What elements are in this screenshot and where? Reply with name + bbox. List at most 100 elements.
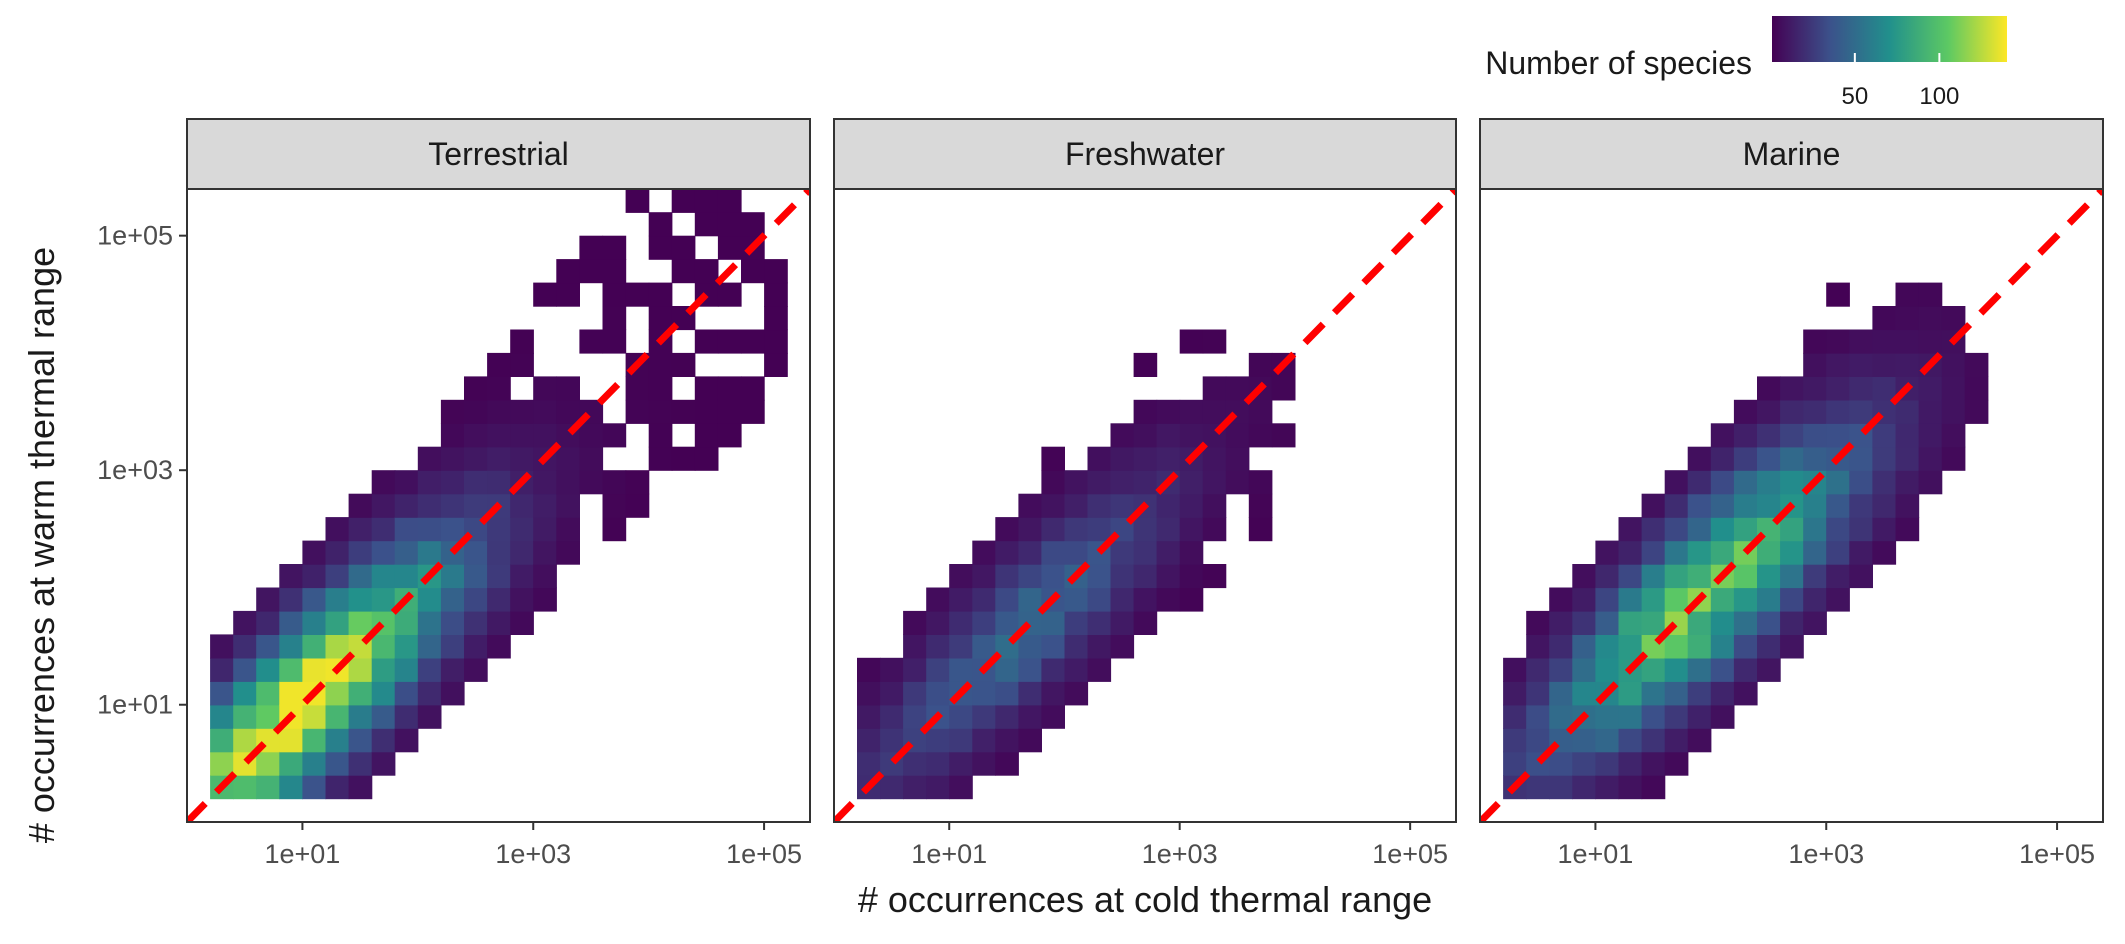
heatmap-tile bbox=[1641, 540, 1666, 565]
heatmap-tile bbox=[464, 540, 488, 565]
heatmap-tile bbox=[1503, 657, 1527, 682]
heatmap-tile bbox=[694, 399, 719, 424]
heatmap-tile bbox=[1780, 446, 1804, 471]
heatmap-tile bbox=[1041, 493, 1065, 518]
heatmap-tile bbox=[1549, 704, 1573, 729]
heatmap-tile bbox=[1849, 446, 1873, 471]
heatmap-tile bbox=[1872, 423, 1897, 448]
heatmap-tile bbox=[464, 399, 488, 424]
heatmap-tile bbox=[1087, 587, 1112, 612]
heatmap-tile bbox=[1041, 657, 1065, 682]
heatmap-tile bbox=[302, 540, 327, 565]
facet-strip-label: Marine bbox=[1743, 136, 1841, 172]
heatmap-tile bbox=[1641, 493, 1666, 518]
heatmap-tile bbox=[1733, 493, 1758, 518]
heatmap-tile bbox=[1018, 634, 1042, 659]
heatmap-tile bbox=[279, 751, 303, 776]
heatmap-tile bbox=[533, 376, 557, 401]
heatmap-tile bbox=[602, 493, 627, 518]
heatmap-tile bbox=[648, 306, 673, 331]
heatmap-tile bbox=[857, 704, 881, 729]
heatmap-tile bbox=[533, 587, 557, 612]
heatmap-tile bbox=[741, 399, 765, 424]
heatmap-tile bbox=[487, 376, 511, 401]
facet-panel-marine: Marine 1e+01 1e+03 1e+05 bbox=[1479, 118, 2104, 869]
heatmap-tile bbox=[903, 681, 927, 706]
heatmap-tile bbox=[972, 751, 996, 776]
heatmap-tile bbox=[903, 634, 927, 659]
heatmap-tile bbox=[348, 728, 373, 753]
heatmap-tile bbox=[1803, 587, 1827, 612]
heatmap-tile bbox=[1041, 681, 1065, 706]
heatmap-tile bbox=[1710, 423, 1735, 448]
heatmap-tile bbox=[1503, 681, 1527, 706]
heatmap-tile bbox=[694, 423, 719, 448]
heatmap-tile bbox=[1826, 470, 1850, 495]
heatmap-tile bbox=[233, 657, 257, 682]
heatmap-tile bbox=[1526, 681, 1550, 706]
heatmap-tile bbox=[1964, 352, 1989, 377]
heatmap-tile bbox=[926, 657, 950, 682]
heatmap-tile bbox=[1248, 399, 1273, 424]
heatmap-tile bbox=[972, 704, 996, 729]
facet-strip-label: Terrestrial bbox=[428, 136, 568, 172]
heatmap-tile bbox=[1941, 399, 1966, 424]
heatmap-tile bbox=[1087, 564, 1112, 589]
heatmap-tile bbox=[602, 235, 627, 260]
heatmap-tile bbox=[602, 282, 627, 307]
heatmap-tile bbox=[1733, 564, 1758, 589]
heatmap-tile bbox=[556, 540, 580, 565]
heatmap-tile bbox=[1087, 610, 1112, 635]
heatmap-tile bbox=[1041, 470, 1065, 495]
heatmap-tile bbox=[1664, 564, 1689, 589]
heatmap-tile bbox=[1849, 540, 1873, 565]
heatmap-tile bbox=[533, 399, 557, 424]
heatmap-tile bbox=[348, 751, 373, 776]
heatmap-tile bbox=[1526, 657, 1550, 682]
heatmap-tile bbox=[348, 610, 373, 635]
heatmap-tile bbox=[1710, 517, 1735, 542]
heatmap-tile bbox=[694, 259, 719, 284]
heatmap-tile bbox=[464, 657, 488, 682]
heatmap-tile bbox=[233, 610, 257, 635]
heatmap-tile bbox=[671, 399, 696, 424]
panel-border bbox=[833, 188, 1457, 823]
heatmap-tile bbox=[1733, 610, 1758, 635]
heatmap-tile bbox=[371, 751, 396, 776]
heatmap-tile bbox=[487, 610, 511, 635]
heatmap-tile bbox=[417, 587, 442, 612]
heatmap-tile bbox=[394, 470, 419, 495]
heatmap-tile bbox=[1041, 446, 1065, 471]
heatmap-tile bbox=[1572, 775, 1596, 800]
heatmap-tile bbox=[1964, 399, 1989, 424]
heatmap-tile bbox=[533, 540, 557, 565]
heatmap-tile bbox=[741, 376, 765, 401]
heatmap-tile bbox=[487, 517, 511, 542]
heatmap-tile bbox=[210, 657, 234, 682]
heatmap-tile bbox=[417, 704, 442, 729]
heatmap-tile bbox=[949, 564, 973, 589]
heatmap-tile bbox=[1803, 540, 1827, 565]
heatmap-tile bbox=[1780, 517, 1804, 542]
heatmap-tile bbox=[1618, 681, 1643, 706]
heatmap-tile bbox=[1041, 634, 1065, 659]
heatmap-tile bbox=[371, 587, 396, 612]
heatmap-tile bbox=[926, 610, 950, 635]
heatmap-tile bbox=[625, 470, 650, 495]
heatmap-tile bbox=[371, 704, 396, 729]
heatmap-tile bbox=[1526, 728, 1550, 753]
heatmap-tile bbox=[1110, 423, 1135, 448]
heatmap-tile bbox=[1849, 399, 1873, 424]
heatmap-tile bbox=[1641, 704, 1666, 729]
heatmap-tile bbox=[1133, 446, 1158, 471]
heatmap-tile bbox=[510, 329, 534, 354]
heatmap-tile bbox=[1710, 446, 1735, 471]
heatmap-tile bbox=[1826, 399, 1850, 424]
heatmap-tile bbox=[671, 352, 696, 377]
reference-line-y-equals-x bbox=[187, 189, 810, 822]
y-tick-label: 1e+03 bbox=[97, 455, 173, 485]
heatmap-tile bbox=[1733, 587, 1758, 612]
heatmap-tile bbox=[949, 587, 973, 612]
heatmap-tile bbox=[302, 587, 327, 612]
heatmap-tile bbox=[625, 493, 650, 518]
